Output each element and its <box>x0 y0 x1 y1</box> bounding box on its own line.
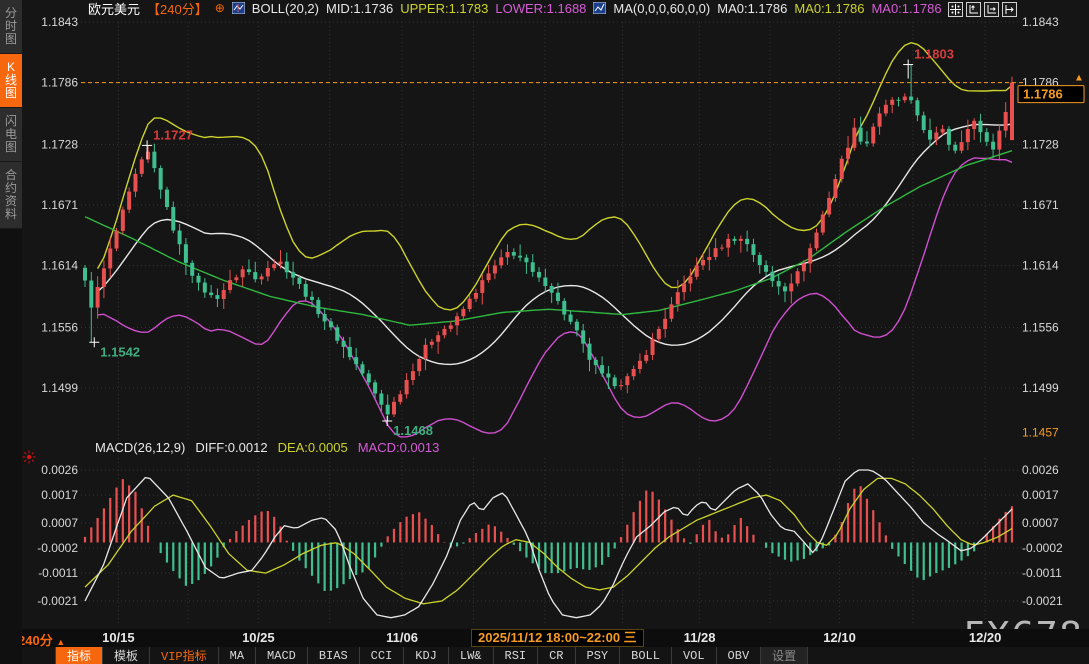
pan-right-icon[interactable] <box>1002 2 1017 17</box>
toolbar-item-BOLL[interactable]: BOLL <box>620 647 672 664</box>
toolbar-item-BIAS[interactable]: BIAS <box>308 647 360 664</box>
x-axis-row: 240分 ▲ 10/15 10/25 11/06 11/28 12/10 12/20 20… <box>0 629 1089 648</box>
x-axis-label: 10/25 <box>242 630 275 645</box>
price-axis-label-left: 1.1671 <box>41 198 78 212</box>
ma-value-3: MA0:1.1786 <box>871 0 942 16</box>
chart-controls <box>948 2 1017 17</box>
macd-axis-label-left: 0.0017 <box>41 488 78 502</box>
price-marker-label: 1.1542 <box>100 344 140 359</box>
boll-name: BOLL(20,2) <box>251 0 319 16</box>
current-price-tag: 1.1786 <box>1023 87 1063 102</box>
crosshair-icon[interactable] <box>948 2 963 17</box>
x-axis-label: 11/06 <box>386 630 418 645</box>
sidebar-tab-4[interactable]: 合约资料 <box>0 162 22 229</box>
price-axis-label-left: 1.1614 <box>41 259 78 273</box>
price-low-label: 1.1457 <box>1022 426 1059 440</box>
macd-axis-label-left: 0.0026 <box>41 463 78 477</box>
boll-mid-value: MID:1.1736 <box>325 0 394 16</box>
zoom-axis-left-icon[interactable] <box>966 2 981 17</box>
boll-indicator-icon[interactable] <box>231 1 246 15</box>
macd-diff-value: DIFF:0.0012 <box>195 440 268 455</box>
macd-name: MACD(26,12,9) <box>95 440 186 455</box>
ma-value-2: MA0:1.1786 <box>794 0 865 16</box>
zoom-axis-right-icon[interactable] <box>984 2 999 17</box>
boll-upper-value: UPPER:1.1783 <box>400 0 489 16</box>
toolbar-item-指标[interactable]: 指标 <box>55 647 104 664</box>
price-axis-label-right: 1.1499 <box>1022 381 1059 395</box>
sidebar-tab-1[interactable]: 分时图 <box>0 0 22 54</box>
macd-axis-label-right: 0.0007 <box>1022 516 1059 530</box>
price-axis-label-left: 1.1728 <box>41 137 78 151</box>
boll-lower-value: LOWER:1.1688 <box>495 0 587 16</box>
toolbar-item-KDJ[interactable]: KDJ <box>404 647 449 664</box>
macd-axis-label-right: -0.0002 <box>1022 541 1063 555</box>
macd-axis-label-right: 0.0017 <box>1022 488 1059 502</box>
toolbar-item-MACD[interactable]: MACD <box>256 647 308 664</box>
x-axis-label: 12/20 <box>968 630 1002 645</box>
ma-indicator-icon[interactable] <box>592 1 607 15</box>
toolbar-item-VIP指标[interactable]: VIP指标 <box>150 647 219 664</box>
macd-axis-label-left: 0.0007 <box>41 516 78 530</box>
price-axis-label-left: 1.1843 <box>41 15 78 29</box>
macd-axis-label-left: -0.0011 <box>38 566 78 580</box>
toolbar-item-LW&[interactable]: LW& <box>449 647 494 664</box>
macd-header: MACD(26,12,9) DIFF:0.0012 DEA:0.0005 MAC… <box>95 440 439 455</box>
price-axis-label-left: 1.1499 <box>41 381 78 395</box>
price-axis-label-right: 1.1614 <box>1022 259 1059 273</box>
price-axis-label-left: 1.1786 <box>41 76 78 90</box>
price-marker-label: 1.1468 <box>393 423 433 438</box>
toolbar-item-设置[interactable]: 设置 <box>761 647 809 664</box>
macd-macd-value: MACD:0.0013 <box>357 440 440 455</box>
indicator-header: 欧元美元 【240分】 ⊕ BOLL(20,2) MID:1.1736 UPPE… <box>88 0 942 17</box>
x-axis-label: 10/15 <box>102 630 135 645</box>
price-marker-label: 1.1727 <box>153 127 193 142</box>
sidebar-tab-3[interactable]: 闪电图 <box>0 108 22 162</box>
macd-axis-label-left: -0.0021 <box>37 594 78 608</box>
macd-axis-label-left: -0.0002 <box>37 541 78 555</box>
toolbar-item-RSI[interactable]: RSI <box>494 647 539 664</box>
symbol-name: 欧元美元 <box>88 1 141 17</box>
live-indicator-icon <box>22 450 36 464</box>
ma-name: MA(0,0,0,60,0,0) <box>613 0 711 16</box>
price-axis-label-left: 1.1556 <box>41 320 78 334</box>
price-axis-label-right: 1.1556 <box>1022 320 1059 334</box>
toolbar-item-模板[interactable]: 模板 <box>103 647 151 664</box>
macd-dea-value: DEA:0.0005 <box>277 440 348 455</box>
toolbar-item-CCI[interactable]: CCI <box>360 647 405 664</box>
toolbar-item-OBV[interactable]: OBV <box>717 647 762 664</box>
toolbar-item-CR[interactable]: CR <box>538 647 576 664</box>
macd-axis-label-right: 0.0026 <box>1022 463 1059 477</box>
x-axis-label: 12/10 <box>823 630 856 645</box>
price-marker-label: 1.1803 <box>914 47 954 62</box>
toolbar-item-VOL[interactable]: VOL <box>672 647 717 664</box>
period-selector[interactable]: 240分 ▲ <box>18 633 66 648</box>
macd-axis-label-right: -0.0021 <box>1022 594 1063 608</box>
add-indicator-icon[interactable]: ⊕ <box>214 1 225 15</box>
price-up-arrow-icon: ▲ <box>1074 73 1084 84</box>
selected-candle-date: 2025/11/12 18:00~22:00 三 <box>471 629 644 647</box>
toolbar-item-MA[interactable]: MA <box>219 647 257 664</box>
ma-value-1: MA0:1.1786 <box>717 0 788 16</box>
indicator-toolbar: 指标 模板 VIP指标 MA MACD BIAS CCI KDJ LW& RSI CR PSY BOLL… <box>0 647 1089 664</box>
macd-axis-label-right: -0.0011 <box>1022 566 1062 580</box>
price-axis-label-right: 1.1843 <box>1022 15 1059 29</box>
price-axis-label-right: 1.1728 <box>1022 137 1059 151</box>
chart-canvas[interactable]: 1.1843 1.1843 1.1786 1.1786 1.1728 1.1728 1.16… <box>22 0 1089 629</box>
price-axis-label-right: 1.1671 <box>1022 198 1059 212</box>
toolbar-item-PSY[interactable]: PSY <box>576 647 621 664</box>
x-axis-label: 11/28 <box>683 630 716 645</box>
period-badge[interactable]: 【240分】 <box>147 1 208 17</box>
